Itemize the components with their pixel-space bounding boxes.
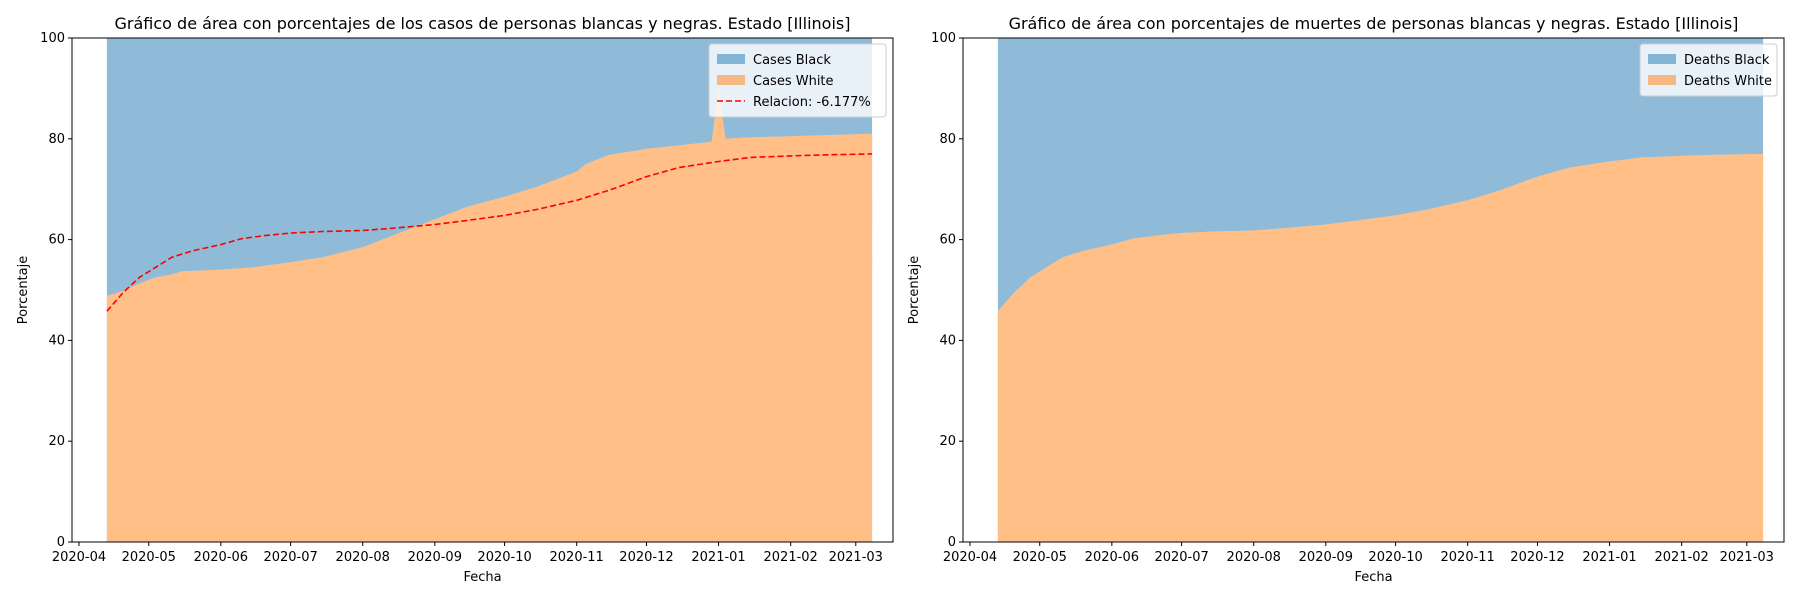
legend-label: Relacion: -6.177% — [753, 95, 871, 110]
x-tick-label: 2020-11 — [1441, 550, 1495, 565]
legend-label: Deaths Black — [1684, 53, 1770, 68]
y-tick-label: 20 — [48, 434, 65, 449]
y-tick-label: 0 — [948, 535, 956, 550]
y-axis-label: Porcentaje — [16, 256, 31, 324]
chart-title: Gráfico de área con porcentajes de los c… — [115, 14, 851, 33]
legend: Deaths Black Deaths White — [1639, 43, 1778, 97]
legend: Cases Black Cases White Relacion: -6.177% — [708, 43, 887, 118]
y-tick-label: 40 — [48, 333, 65, 348]
x-tick-label: 2020-05 — [122, 550, 176, 565]
y-tick-label: 0 — [57, 535, 65, 550]
x-tick-label: 2020-10 — [477, 550, 531, 565]
legend-label: Cases White — [753, 74, 834, 89]
y-tick-label: 60 — [48, 233, 65, 248]
legend-swatch — [717, 54, 745, 64]
x-axis-label: Fecha — [463, 570, 501, 585]
x-tick-label: 2021-03 — [829, 550, 883, 565]
x-tick-label: 2020-10 — [1368, 550, 1422, 565]
legend-label: Deaths White — [1684, 74, 1772, 89]
legend-swatch — [1648, 54, 1676, 64]
y-tick-label: 80 — [939, 132, 956, 147]
x-tick-label: 2021-03 — [1720, 550, 1774, 565]
x-tick-label: 2020-09 — [408, 550, 462, 565]
x-tick-label: 2020-08 — [1227, 550, 1281, 565]
x-tick-label: 2021-02 — [1655, 550, 1709, 565]
legend-label: Cases Black — [753, 53, 831, 68]
area-deaths-white — [997, 153, 1764, 542]
x-tick-label: 2020-04 — [52, 550, 106, 565]
legend-swatch — [1648, 75, 1676, 85]
legend-box — [708, 43, 887, 118]
y-tick-label: 60 — [939, 233, 956, 248]
x-tick-label: 2020-12 — [619, 550, 673, 565]
chart-2: 0 20 40 60 80 100 2020-04 2020-05 2020-06 2020-07… — [907, 14, 1785, 585]
plot-frame — [71, 37, 894, 543]
y-tick-label: 80 — [48, 132, 65, 147]
x-tick-label: 2020-07 — [263, 550, 317, 565]
chart-1: 0 20 40 60 80 100 2020-04 2020-05 2020-06 2020-07… — [16, 14, 894, 585]
x-tick-label: 2020-12 — [1510, 550, 1564, 565]
legend-swatch — [717, 75, 745, 85]
plot-frame — [962, 37, 1785, 543]
x-tick-label: 2021-02 — [764, 550, 818, 565]
x-tick-label: 2020-05 — [1013, 550, 1067, 565]
x-tick-label: 2020-04 — [943, 550, 997, 565]
x-tick-label: 2020-09 — [1299, 550, 1353, 565]
x-axis-label: Fecha — [1354, 570, 1392, 585]
y-tick-label: 20 — [939, 434, 956, 449]
x-tick-label: 2020-07 — [1154, 550, 1208, 565]
x-tick-label: 2021-01 — [1582, 550, 1636, 565]
x-tick-label: 2020-11 — [550, 550, 604, 565]
area-cases-white — [106, 90, 873, 543]
x-tick-label: 2020-08 — [336, 550, 390, 565]
chart-title: Gráfico de área con porcentajes de muert… — [1009, 14, 1739, 33]
y-tick-label: 100 — [931, 31, 956, 46]
y-axis-label: Porcentaje — [907, 256, 922, 324]
x-tick-label: 2020-06 — [1085, 550, 1139, 565]
y-tick-label: 100 — [40, 31, 65, 46]
y-tick-label: 40 — [939, 333, 956, 348]
x-tick-label: 2020-06 — [194, 550, 248, 565]
x-tick-label: 2021-01 — [691, 550, 745, 565]
